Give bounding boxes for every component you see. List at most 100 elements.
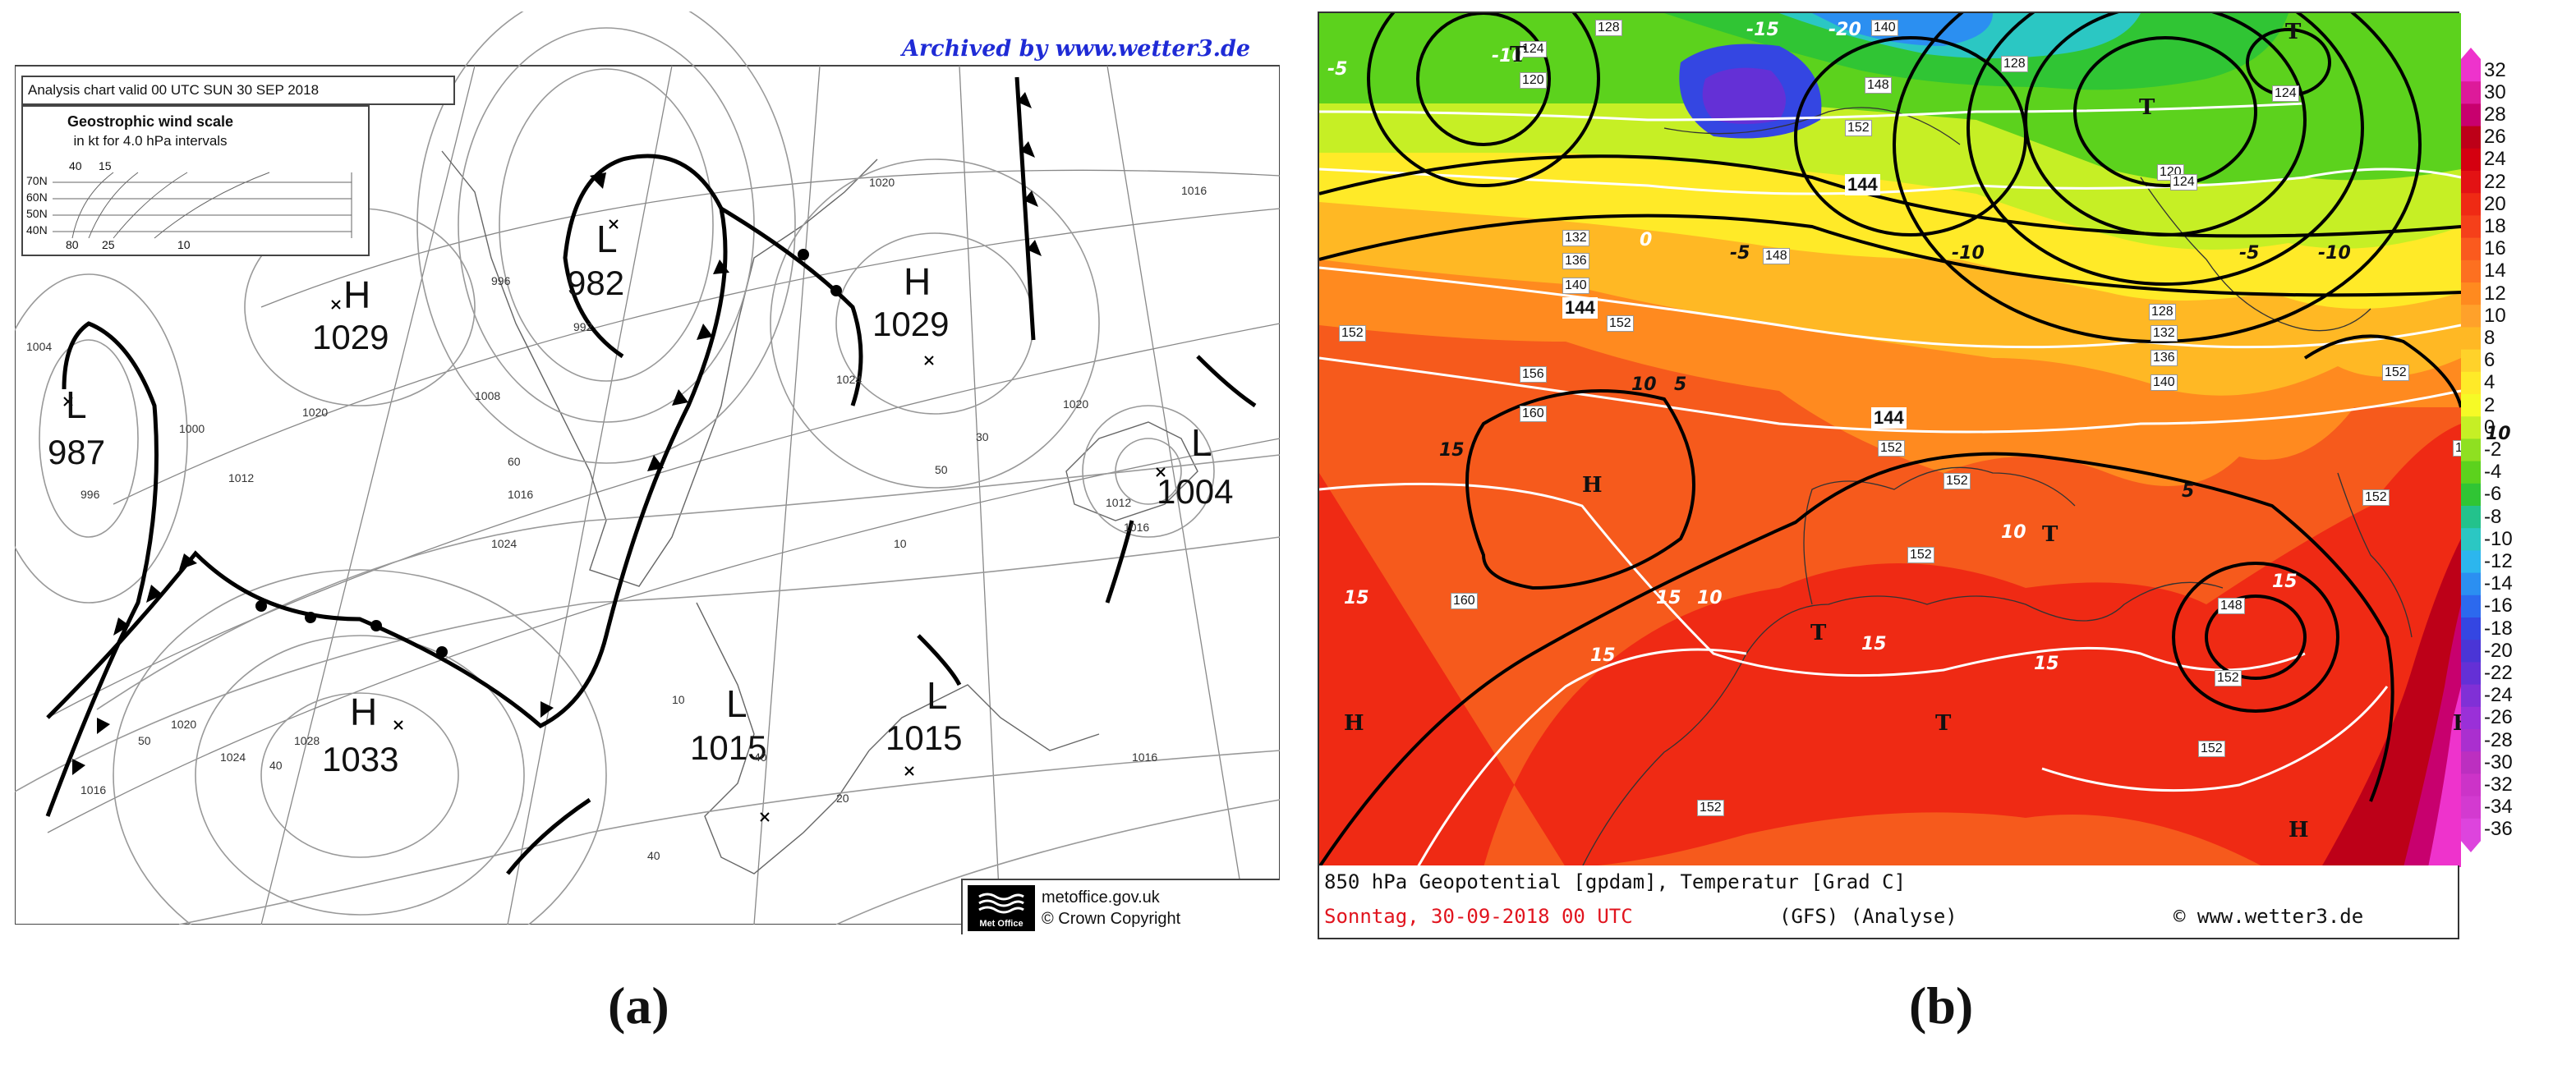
geopotential-label: 136 — [1562, 253, 1589, 269]
pressure-center-value: 1033 — [322, 740, 399, 778]
geopotential-label: 148 — [1763, 248, 1790, 264]
colorbar-swatch — [2461, 371, 2481, 395]
met-office-logo: Met Office — [968, 885, 1035, 931]
pressure-center-type: H — [904, 260, 932, 303]
pressure-center-type: L — [1191, 421, 1212, 464]
low-marker: T — [2285, 20, 2302, 44]
colorbar-swatch — [2461, 171, 2481, 194]
geopotential-label: 144 — [1562, 297, 1598, 319]
temperature-label: 10 — [1697, 588, 1723, 608]
isobar-label: 1020 — [171, 718, 197, 731]
colorbar-swatch — [2461, 148, 2481, 172]
temperature-label: 15 — [1590, 645, 1616, 666]
geopotential-label: 156 — [1520, 366, 1547, 383]
pressure-center-value: 1015 — [886, 718, 963, 757]
low-marker: T — [2042, 522, 2058, 547]
temperature-label: 10 — [2001, 522, 2026, 543]
colorbar-bottom-arrow — [2461, 841, 2481, 852]
geopotential-label: 152 — [1944, 473, 1971, 489]
temperature-label: 15 — [1439, 440, 1465, 461]
temperature-label: 0 — [1640, 230, 1653, 250]
temperature-label: 10 — [2486, 424, 2511, 444]
map-date: Sonntag, 30-09-2018 00 UTC — [1324, 905, 1633, 928]
pressure-center-value: 1004 — [1157, 472, 1234, 511]
geopotential-label: 128 — [1595, 20, 1622, 36]
isobar-label: 1008 — [475, 389, 501, 402]
graticule-label: 50 — [935, 463, 948, 476]
geopotential-label: 124 — [2170, 174, 2197, 191]
wind-scale-value: 10 — [177, 238, 191, 251]
colorbar-swatch — [2461, 349, 2481, 373]
graticule-label: 40 — [269, 759, 283, 772]
lat-label: 40N — [26, 223, 48, 236]
colorbar-tick-label: 10 — [2484, 304, 2506, 327]
colorbar-tick-label: -24 — [2484, 684, 2513, 707]
surface-analysis-chart: Archived by www.wetter3.de Analysis char… — [15, 11, 1280, 934]
geopotential-label: 148 — [2218, 598, 2245, 614]
isobar-label: 1024 — [220, 751, 246, 764]
colorbar-swatch — [2461, 81, 2481, 104]
isobar-label: 1016 — [80, 783, 107, 796]
colorbar-swatch — [2461, 818, 2481, 842]
caption-b: (b) — [1909, 976, 1974, 1035]
temperature-label: 15 — [1344, 588, 1369, 608]
geopotential-label: 152 — [1697, 800, 1724, 816]
isobar-label: 1024 — [491, 537, 518, 550]
geopotential-label: 160 — [1451, 593, 1478, 609]
geopotential-label: 136 — [2150, 350, 2178, 366]
colorbar-tick-label: -30 — [2484, 751, 2513, 774]
colorbar-tick-label: 30 — [2484, 80, 2506, 103]
pressure-center-type: H — [350, 691, 378, 733]
wind-scale-value: 80 — [66, 238, 79, 251]
colorbar-tick-label: -28 — [2484, 728, 2513, 751]
colorbar-tick-label: 18 — [2484, 215, 2506, 237]
geopotential-label: 148 — [1865, 77, 1892, 94]
colorbar-tick-label: 2 — [2484, 393, 2496, 416]
colorbar-swatch — [2461, 394, 2481, 417]
colorbar-tick-label: -6 — [2484, 483, 2502, 506]
wind-scale-value: 25 — [102, 238, 115, 251]
colorbar-tick-label: 4 — [2484, 371, 2496, 394]
geopotential-label: 128 — [2149, 304, 2176, 320]
colorbar-tick-label: -8 — [2484, 505, 2502, 528]
colorbar-swatch — [2461, 774, 2481, 797]
colorbar-tick-label: -16 — [2484, 594, 2513, 617]
isobar-label: 1000 — [179, 422, 205, 435]
pressure-center-value: 1029 — [312, 318, 389, 356]
colorbar-tick-label: -14 — [2484, 572, 2513, 595]
graticule-label: 50 — [138, 734, 151, 747]
low-marker: T — [1510, 43, 1526, 67]
graticule-label: 60 — [508, 455, 521, 468]
isobar-label: 1028 — [294, 734, 320, 747]
temperature-label: -10 — [2318, 243, 2351, 264]
colorbar-tick-label: 24 — [2484, 148, 2506, 171]
colorbar-swatch — [2461, 506, 2481, 529]
colorbar-tick-label: 32 — [2484, 58, 2506, 81]
colorbar-swatch — [2461, 528, 2481, 551]
isobar-label: 1020 — [869, 176, 895, 189]
geopotential-label: 160 — [1520, 406, 1547, 422]
colorbar-tick-label: -4 — [2484, 461, 2502, 484]
temperature-label: 15 — [1861, 634, 1887, 654]
met-office-logo-text: Met Office — [979, 919, 1024, 929]
colorbar-swatch — [2461, 438, 2481, 462]
colorbar-top-arrow — [2461, 48, 2481, 59]
colorbar-tick-label: 16 — [2484, 237, 2506, 260]
colorbar-tick-label: -12 — [2484, 550, 2513, 572]
temperature-label: 5 — [1674, 374, 1687, 395]
isobar-label: 992 — [573, 320, 593, 333]
colorbar-tick-label: -10 — [2484, 527, 2513, 550]
temperature-label: 5 — [2182, 481, 2195, 502]
geopotential-label: 152 — [2362, 489, 2390, 506]
geostrophic-wind-scale: Geostrophic wind scale in kt for 4.0 hPa… — [21, 105, 370, 256]
colorbar-tick-label: 0 — [2484, 415, 2496, 438]
isobar-label: 1016 — [1181, 184, 1208, 197]
colorbar-tick-label: -18 — [2484, 617, 2513, 640]
graticule-label: 10 — [894, 537, 907, 550]
graticule-label: 30 — [976, 430, 989, 443]
met-office-credit: Met Office metoffice.gov.uk © Crown Copy… — [961, 879, 1280, 934]
colorbar-tick-label: -22 — [2484, 662, 2513, 684]
isobar-label: 1012 — [1106, 496, 1132, 509]
colorbar-swatch — [2461, 103, 2481, 127]
wind-scale-subtitle: in kt for 4.0 hPa intervals — [73, 133, 228, 149]
